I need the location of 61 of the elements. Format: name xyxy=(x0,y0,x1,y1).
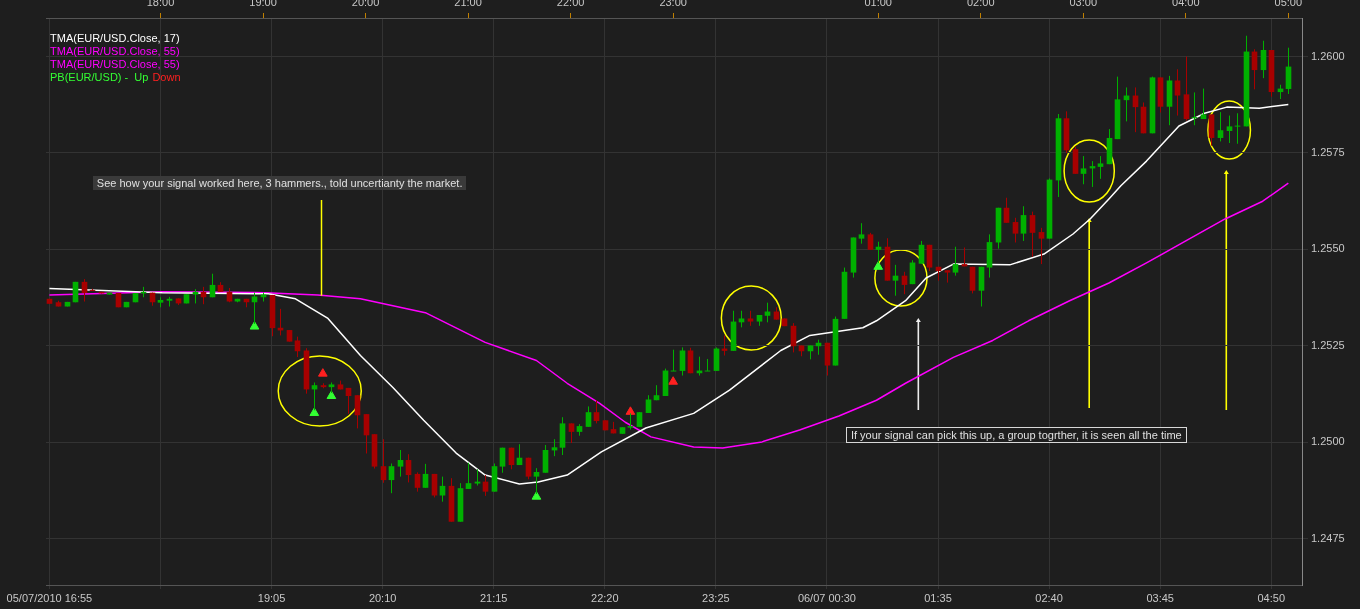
point xyxy=(531,491,542,500)
candlestick xyxy=(397,449,404,478)
candlestick xyxy=(1200,88,1207,120)
text: Down xyxy=(152,71,181,83)
y-tick-label: 1.2475 xyxy=(1311,531,1345,544)
text: TMA(EUR/USD.Close, 17) xyxy=(50,32,180,44)
candlestick xyxy=(952,246,959,277)
x-tick-label: 04:50 xyxy=(1257,591,1286,604)
candlestick xyxy=(1012,217,1019,243)
candlestick xyxy=(1097,155,1104,180)
candlestick xyxy=(465,462,472,490)
point xyxy=(249,321,260,330)
x-tick-label: 02:40 xyxy=(1035,591,1063,604)
x-tick-label: 05/07/2010 16:55 xyxy=(6,591,93,604)
x-tick-label: 20:10 xyxy=(368,591,397,604)
candlestick xyxy=(1217,111,1224,142)
text: PB(EUR/USD) - Up xyxy=(50,71,149,83)
candlestick xyxy=(1226,115,1233,144)
candlestick xyxy=(439,476,446,503)
y-tick-label: 1.2550 xyxy=(1311,242,1345,255)
annotation: See how your signal worked here, 3 hammers., told uncertianty the market. xyxy=(92,176,467,190)
candlestick xyxy=(388,463,395,494)
candlestick xyxy=(858,222,865,245)
point xyxy=(873,261,884,270)
candlestick xyxy=(1174,68,1181,117)
x-tick-label: 19:05 xyxy=(257,591,286,604)
annotation: TMA(EUR/USD.Close, 55) xyxy=(50,58,181,71)
x-tick-label: 03:45 xyxy=(1146,591,1174,604)
point xyxy=(625,406,636,415)
y-tick-label: 1.2525 xyxy=(1311,338,1345,351)
candlestick xyxy=(542,444,549,474)
y-tick-label: 1.2500 xyxy=(1311,435,1345,448)
point xyxy=(309,407,320,416)
candlestick xyxy=(1029,211,1036,258)
x-tick-label: 22:20 xyxy=(591,591,619,604)
y-tick-label: 1.2575 xyxy=(1311,146,1345,159)
point xyxy=(668,376,678,385)
candlestick xyxy=(687,347,694,374)
candlestick xyxy=(422,463,429,489)
x-tick-label: 23:25 xyxy=(702,591,730,604)
candlestick xyxy=(679,346,686,377)
point xyxy=(326,390,337,399)
candlestick xyxy=(1020,205,1027,242)
candlestick xyxy=(1038,227,1045,265)
candlestick xyxy=(294,336,301,358)
candlestick xyxy=(585,405,592,428)
candlestick xyxy=(593,399,600,424)
candlestick xyxy=(1080,155,1087,185)
candlestick xyxy=(568,422,575,444)
candlestick xyxy=(1208,113,1215,147)
candlestick xyxy=(380,438,387,484)
text: TMA(EUR/USD.Close, 55) xyxy=(50,45,180,57)
candlestick xyxy=(926,244,933,272)
annotation: If your signal can pick this up, a group togrther, it is seen all the time xyxy=(845,427,1187,443)
x-tick-label: 01:35 xyxy=(924,591,952,604)
x-tick-label: 06/07 00:30 xyxy=(797,591,856,604)
candlestick xyxy=(824,342,831,377)
candlestick xyxy=(414,471,421,493)
point xyxy=(318,368,328,377)
x-tick-label: 21:15 xyxy=(479,591,508,604)
y-tick-label: 1.2600 xyxy=(1311,49,1345,62)
